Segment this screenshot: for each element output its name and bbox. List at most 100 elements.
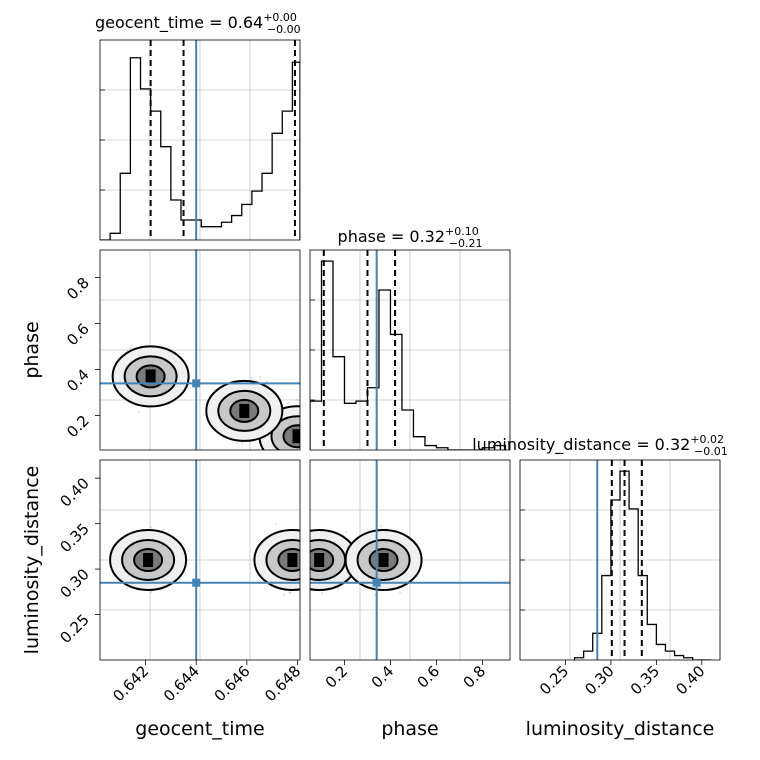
sample-point [317, 440, 319, 442]
sample-point [303, 430, 305, 432]
panel-grid [100, 40, 300, 240]
title-phase: phase = 0.32+0.10 −0.21 [338, 225, 483, 250]
sample-point [288, 591, 291, 594]
density-contour-0-2 [310, 548, 335, 572]
sample-point [292, 456, 294, 458]
sample-point [303, 452, 305, 454]
panel-2-2 [519, 459, 721, 661]
title-main: geocent_time = 0.64 [95, 13, 263, 33]
y-axis-label-phase: phase [21, 321, 43, 378]
sample-point [303, 562, 305, 564]
sample-point [304, 570, 306, 572]
density-peak-1 [292, 429, 300, 444]
sample-point [319, 438, 321, 440]
sample-point [307, 437, 309, 439]
y-tick-label: 0.6 [63, 320, 93, 350]
sample-point [302, 419, 304, 421]
density-contour-0-2 [135, 364, 166, 389]
panel-content [100, 460, 309, 660]
x-tick-label: 0.40 [672, 662, 708, 698]
sample-point [138, 410, 141, 413]
density-contour-1-2 [277, 548, 300, 572]
x-tick-label: 0.35 [627, 662, 663, 698]
sample-point [306, 555, 308, 557]
sample-point [306, 560, 308, 562]
sample-point [304, 429, 306, 431]
panel-content [100, 40, 300, 240]
y-tick-label: 0.4 [63, 366, 93, 396]
x-axis-label-luminosity_distance: luminosity_distance [526, 718, 715, 740]
sample-point [130, 344, 133, 347]
sample-point [301, 397, 303, 399]
density-contour-1-0 [253, 529, 300, 591]
sample-point [300, 569, 302, 571]
sample-point [307, 576, 309, 578]
x-tick-label: 0.644 [160, 662, 203, 705]
sample-point [282, 593, 286, 597]
panel-frame [99, 249, 301, 451]
sample-point [307, 430, 309, 432]
sample-point [301, 533, 303, 535]
sample-point [303, 430, 305, 432]
sample-point [305, 438, 307, 440]
panel-content [573, 460, 711, 660]
sample-point [302, 546, 304, 548]
sample-point [301, 437, 303, 439]
sample-point [300, 430, 302, 432]
title-luminosity_distance: luminosity_distance = 0.32+0.02 −0.01 [472, 433, 728, 458]
density-contour-0-0 [111, 345, 190, 408]
panel-2-1 [304, 459, 511, 661]
sample-point [303, 445, 305, 447]
sample-point [301, 586, 303, 588]
sample-point [295, 450, 297, 452]
sample-point [366, 528, 369, 531]
sample-point [302, 424, 304, 426]
x-axis-label-phase: phase [381, 718, 438, 740]
density-peak-0 [143, 553, 154, 567]
sample-point [301, 568, 303, 570]
sample-point [302, 434, 304, 436]
sample-point [311, 442, 313, 444]
title-plus: +0.02 [690, 433, 724, 446]
y-tick-label: 0.8 [63, 274, 93, 304]
density-peak-0 [314, 553, 325, 567]
sample-point [305, 567, 307, 569]
sample-point [281, 452, 283, 454]
sample-point [302, 427, 304, 429]
sample-point [296, 452, 298, 454]
density-peak-0 [145, 369, 156, 384]
title-main: luminosity_distance = 0.32 [472, 435, 690, 455]
sample-point [316, 413, 318, 415]
sample-point [304, 431, 306, 433]
density-contour-0-0 [109, 529, 188, 591]
sample-point [303, 449, 305, 451]
sample-point [304, 550, 306, 552]
sample-point [315, 442, 317, 444]
sample-point [399, 591, 402, 594]
title-minus: −0.21 [449, 237, 483, 250]
sample-point [149, 526, 153, 529]
truth-point [192, 578, 201, 587]
sample-point [302, 558, 304, 560]
sample-point [307, 569, 309, 571]
sample-point [304, 551, 306, 553]
sample-point [304, 403, 306, 405]
sample-point [303, 438, 305, 440]
sample-point [304, 573, 306, 575]
sample-point [302, 590, 304, 592]
sample-point [304, 439, 306, 441]
sample-point [304, 444, 306, 446]
sample-point [304, 429, 306, 431]
y-tick-label: 0.2 [63, 412, 93, 442]
sample-point [301, 543, 303, 545]
sample-point [305, 554, 307, 556]
sample-point [306, 542, 308, 544]
sample-point [287, 401, 290, 405]
sample-point [306, 567, 308, 569]
sample-point [313, 438, 315, 440]
sample-point [305, 407, 307, 409]
sample-point [300, 563, 302, 565]
sample-point [293, 455, 295, 457]
sample-point [380, 525, 383, 528]
panel-2-0 [99, 459, 309, 661]
